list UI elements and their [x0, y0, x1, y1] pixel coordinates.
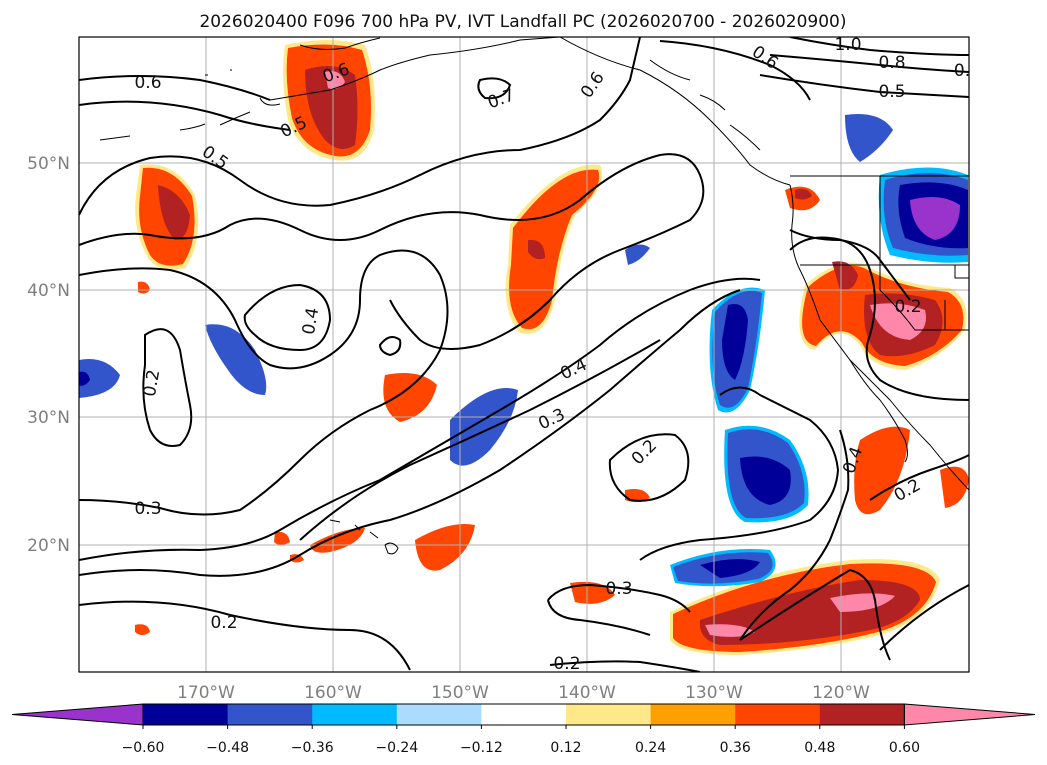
- colorbar-tick-label: −0.48: [206, 740, 249, 756]
- colorbar-segment: [819, 704, 905, 725]
- colorbar-segment: [396, 704, 482, 725]
- figure-title: 2026020400 F096 700 hPa PV, IVT Landfall…: [199, 12, 846, 32]
- contour-label: 0.8: [878, 53, 905, 73]
- neg-west: [205, 324, 267, 395]
- lat-tick: 40°N: [27, 281, 70, 301]
- anomaly-mexico: [940, 466, 969, 508]
- lon-tick: 120°W: [812, 683, 870, 703]
- colorbar-segment: [650, 704, 736, 725]
- lon-tick: 160°W: [304, 683, 362, 703]
- pv-contours: [79, 37, 969, 672]
- colorbar-frame: [142, 703, 905, 726]
- lon-tick: 130°W: [685, 683, 743, 703]
- anomaly-pos-small-7: [625, 489, 650, 503]
- colorbar-segment: [227, 704, 313, 725]
- neg-far-west-core: [79, 371, 90, 386]
- lat-tick: 20°N: [27, 536, 70, 556]
- neg-central: [450, 388, 518, 466]
- colorbar-segment: [735, 704, 821, 725]
- lon-tick-labels: 170°W 160°W 150°W 140°W 130°W 120°W: [177, 683, 870, 703]
- neg-small: [625, 244, 650, 265]
- lon-tick: 150°W: [431, 683, 489, 703]
- contour-label: 0.4: [299, 306, 323, 336]
- contour-label: 0.: [954, 61, 970, 81]
- anomaly-pos-small-5: [290, 554, 304, 563]
- colorbar-tick-label: 0.12: [550, 740, 581, 756]
- anomaly-pos-small-1: [383, 372, 437, 422]
- lat-tick: 50°N: [27, 154, 70, 174]
- colorbar-tick-label: −0.36: [291, 740, 334, 756]
- colorbar-extend-low: [11, 703, 144, 726]
- neg-subtropical: [724, 425, 809, 523]
- anomaly-west-pacific: [135, 164, 199, 294]
- anomaly-central-band: [505, 164, 603, 335]
- contour-label: 0.2: [553, 654, 580, 674]
- anomaly-pos-small-3: [310, 528, 365, 553]
- contour-label: 0.2: [140, 368, 164, 398]
- contour-label: 0.5: [878, 82, 905, 102]
- colorbar-tick-label: −0.60: [122, 740, 165, 756]
- anomaly-southern-band: [670, 559, 940, 655]
- colorbar-segment: [481, 704, 567, 725]
- colorbar-segment: [312, 704, 398, 725]
- neg-pnw: [845, 114, 968, 263]
- contour-label: 0.3: [605, 579, 632, 599]
- neg-far-west: [79, 359, 120, 398]
- neg-offshore: [709, 287, 765, 413]
- colorbar-tick-label: 0.36: [720, 740, 751, 756]
- contour-label: 1.0: [834, 35, 861, 55]
- neg-south: [670, 549, 776, 587]
- anomaly-alaska: [283, 40, 375, 161]
- lat-tick: 30°N: [27, 408, 70, 428]
- anomaly-pos-small-4: [274, 531, 290, 545]
- gridlines: [79, 37, 969, 672]
- contour-label: 0.2: [894, 297, 921, 317]
- contour-label: 0.2: [210, 613, 237, 633]
- colorbar-tick-label: −0.24: [375, 740, 418, 756]
- colorbar-tick-label: −0.12: [460, 740, 503, 756]
- colorbar-tick-label: 0.60: [889, 740, 920, 756]
- contour-label: 0.6: [134, 73, 161, 93]
- lon-tick: 170°W: [177, 683, 235, 703]
- lon-tick: 140°W: [558, 683, 616, 703]
- colorbar-tick-label: 0.48: [804, 740, 835, 756]
- colorbar-segment: [143, 704, 229, 725]
- anomaly-baja: [854, 426, 910, 515]
- coastlines: [99, 37, 969, 555]
- map-area: 0.6 0.6 0.7 0.6 0.6 1.0 0.8 0. 0.5 0.5 0…: [79, 35, 970, 674]
- colorbar: −0.60 −0.48 −0.36 −0.24 −0.12 0.12 0.24 0.36 0.4…: [11, 703, 1036, 756]
- colorbar-extend-high: [903, 703, 1036, 726]
- anomaly-pos-small-6: [135, 624, 150, 635]
- map-frame: [78, 36, 970, 673]
- colorbar-segment: [566, 704, 652, 725]
- contour-label: 0.3: [134, 499, 161, 519]
- colorbar-tick-label: 0.24: [635, 740, 666, 756]
- lat-tick-labels: 50°N 40°N 30°N 20°N: [27, 154, 70, 556]
- anomaly-pos-small-8: [570, 581, 615, 604]
